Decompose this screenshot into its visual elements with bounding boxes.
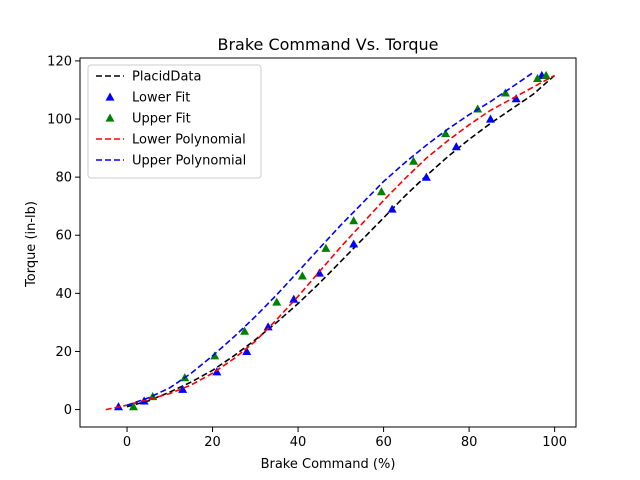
y-tick-label: 120 <box>47 54 72 69</box>
marker-upper-fit <box>376 187 386 196</box>
x-tick-label: 40 <box>290 435 307 450</box>
marker-lower-fit <box>421 172 431 181</box>
marker-upper-fit <box>128 402 138 411</box>
marker-upper-fit <box>321 243 331 252</box>
marker-lower-fit <box>387 204 397 213</box>
legend-box <box>87 64 262 179</box>
marker-lower-fit <box>242 346 252 356</box>
marker-upper-fit <box>441 129 451 138</box>
axes: 0 20 40 60 80 100 0 20 40 60 80 100 120 <box>47 54 577 450</box>
marker-lower-fit <box>178 384 188 393</box>
legend-label-upper-polynomial: Upper Polynomial <box>132 154 246 169</box>
plot-frame <box>79 57 577 428</box>
y-tick-label: 80 <box>55 171 72 186</box>
series-line-upper-polynomial <box>126 71 534 406</box>
x-tick-label: 80 <box>461 435 478 450</box>
marker-upper-fit <box>272 297 282 306</box>
legend-swatch-upper-fit <box>105 113 115 122</box>
plot-area <box>105 70 556 411</box>
series-line-lower-polynomial <box>105 74 555 411</box>
y-tick-label: 40 <box>55 287 72 302</box>
legend-label-upper-fit: Upper Fit <box>132 112 191 127</box>
x-tick-label: 100 <box>542 435 567 450</box>
marker-lower-fit <box>485 114 495 123</box>
legend-label-lower-fit: Lower Fit <box>132 91 190 106</box>
legend: PlacidData Lower Fit Upper Fit Lower Polyno… <box>87 64 262 179</box>
x-tick-label: 60 <box>375 435 392 450</box>
y-tick-label: 60 <box>55 229 72 244</box>
marker-upper-fit <box>240 326 250 335</box>
x-tick-label: 0 <box>123 435 131 450</box>
y-tick-label: 100 <box>47 113 72 128</box>
y-axis-title: Torque (in-lb) <box>24 201 39 288</box>
y-tick-label: 0 <box>64 403 72 418</box>
chart-title: Brake Command Vs. Torque <box>217 35 438 54</box>
marker-upper-fit <box>297 271 307 280</box>
marker-lower-fit <box>263 322 273 331</box>
marker-lower-fit <box>511 94 521 103</box>
marker-lower-fit <box>451 142 461 151</box>
marker-lower-fit <box>289 294 299 303</box>
marker-lower-fit <box>212 367 222 376</box>
legend-label-placiddata: PlacidData <box>132 70 201 85</box>
x-tick-label: 20 <box>204 435 221 450</box>
y-tick-label: 20 <box>55 345 72 360</box>
marker-upper-fit <box>349 216 359 225</box>
marker-lower-fit <box>349 239 359 248</box>
legend-swatch-lower-fit <box>105 92 115 101</box>
marker-upper-fit <box>533 73 543 82</box>
legend-label-lower-polynomial: Lower Polynomial <box>132 133 246 148</box>
marker-upper-fit <box>409 156 419 165</box>
series-line-placiddata <box>126 74 556 408</box>
marker-upper-fit <box>541 70 551 80</box>
marker-upper-fit <box>210 351 220 360</box>
x-axis-title: Brake Command (%) <box>261 457 396 472</box>
series-group <box>105 70 556 411</box>
